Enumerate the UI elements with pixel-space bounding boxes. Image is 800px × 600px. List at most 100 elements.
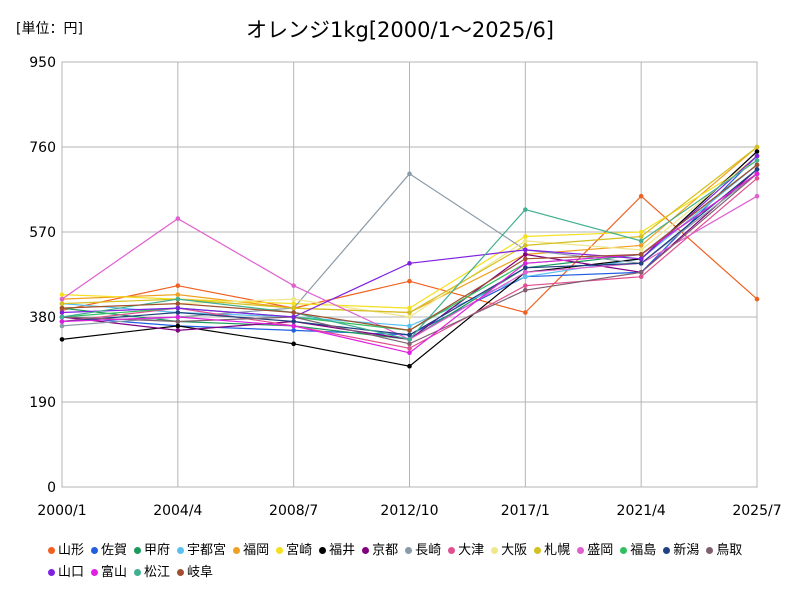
legend-label: 福井 — [329, 543, 356, 558]
data-point — [754, 158, 760, 163]
y-tick-label: 0 — [47, 480, 56, 496]
data-point — [59, 323, 65, 329]
data-point — [291, 319, 296, 324]
data-point — [291, 314, 296, 320]
data-point — [175, 301, 181, 306]
x-tick-label: 2025/7 — [732, 503, 781, 519]
legend-marker — [362, 547, 370, 554]
data-point — [407, 314, 412, 320]
data-point — [754, 171, 760, 177]
legend-label: 長崎 — [415, 543, 442, 558]
data-point — [175, 216, 181, 221]
data-point — [407, 363, 412, 369]
data-point — [754, 162, 760, 168]
unit-label: [単位：円] — [16, 21, 83, 37]
y-tick-label: 950 — [29, 55, 56, 71]
legend-label: 山口 — [58, 565, 85, 580]
data-point — [59, 296, 65, 302]
data-point — [523, 274, 528, 280]
data-point — [523, 243, 528, 248]
legend-label: 甲府 — [144, 543, 171, 558]
data-point — [407, 341, 412, 347]
data-point — [175, 310, 181, 315]
x-tick-label: 2021/4 — [617, 503, 666, 519]
legend-label: 盛岡 — [587, 543, 614, 558]
legend-marker — [91, 547, 99, 554]
data-point — [523, 234, 528, 239]
legend-label: 佐賀 — [101, 543, 128, 558]
data-point — [638, 256, 644, 262]
data-point — [638, 193, 644, 199]
data-point — [407, 346, 412, 351]
legend-marker — [91, 569, 99, 576]
legend-item: 佐賀 — [91, 540, 127, 562]
data-point — [175, 314, 181, 320]
data-point — [291, 341, 296, 347]
data-point — [175, 305, 181, 311]
data-point — [59, 319, 65, 324]
data-point — [523, 207, 528, 212]
data-point — [59, 292, 65, 297]
legend-label: 新潟 — [673, 543, 700, 558]
legend-marker — [534, 547, 542, 554]
legend-marker — [577, 547, 585, 554]
legend-item: 新潟 — [663, 540, 699, 562]
legend-marker — [405, 547, 413, 554]
legend-label: 大阪 — [501, 543, 528, 558]
legend-marker — [448, 547, 456, 554]
data-point — [175, 323, 181, 329]
legend-label: 岐阜 — [187, 565, 214, 580]
data-point — [754, 296, 760, 302]
data-point — [754, 167, 760, 172]
data-point — [175, 292, 181, 297]
data-point — [407, 332, 412, 338]
data-point — [59, 310, 65, 315]
data-point — [175, 328, 181, 333]
legend-marker — [620, 547, 628, 554]
data-point — [754, 193, 760, 199]
data-point — [407, 171, 412, 177]
data-point — [638, 261, 644, 266]
data-point — [638, 229, 644, 235]
data-point — [291, 328, 296, 333]
legend-marker — [276, 547, 284, 554]
legend-label: 福島 — [630, 543, 657, 558]
legend-label: 京都 — [372, 543, 399, 558]
legend-item: 松江 — [134, 562, 170, 584]
data-point — [523, 287, 528, 293]
legend-label: 富山 — [101, 565, 128, 580]
data-point — [175, 319, 181, 324]
data-point — [638, 269, 644, 275]
legend-label: 松江 — [144, 565, 171, 580]
legend-marker — [319, 547, 327, 554]
x-tick-label: 2017/1 — [501, 503, 550, 519]
legend-marker — [134, 547, 142, 554]
data-point — [291, 283, 296, 288]
data-point — [523, 252, 528, 257]
legend-item: 鳥取 — [706, 540, 742, 562]
legend-label: 札幌 — [544, 543, 571, 558]
data-point — [638, 252, 644, 257]
legend-item: 宮崎 — [276, 540, 312, 562]
legend: 山形 佐賀 甲府 宇都宮 福岡 宮崎 福井 京都 長崎 大津 大阪 札幌 盛岡 福島 新潟 鳥取山口 富山 松江 岐… — [48, 540, 778, 584]
y-tick-label: 570 — [29, 225, 56, 241]
data-point — [523, 238, 528, 244]
data-point — [175, 296, 181, 302]
data-point — [523, 256, 528, 262]
data-point — [407, 261, 412, 266]
data-point — [523, 310, 528, 315]
data-point — [291, 301, 296, 306]
legend-item: 京都 — [362, 540, 398, 562]
data-point — [407, 328, 412, 333]
legend-marker — [48, 569, 55, 576]
legend-item: 甲府 — [134, 540, 170, 562]
data-point — [59, 314, 65, 320]
legend-item: 岐阜 — [177, 562, 213, 584]
data-point — [407, 323, 412, 329]
legend-marker — [706, 547, 714, 554]
data-point — [291, 305, 296, 311]
data-point — [523, 283, 528, 288]
legend-marker — [48, 547, 55, 554]
legend-label: 大津 — [458, 543, 485, 558]
legend-item: 山口 — [48, 562, 84, 584]
